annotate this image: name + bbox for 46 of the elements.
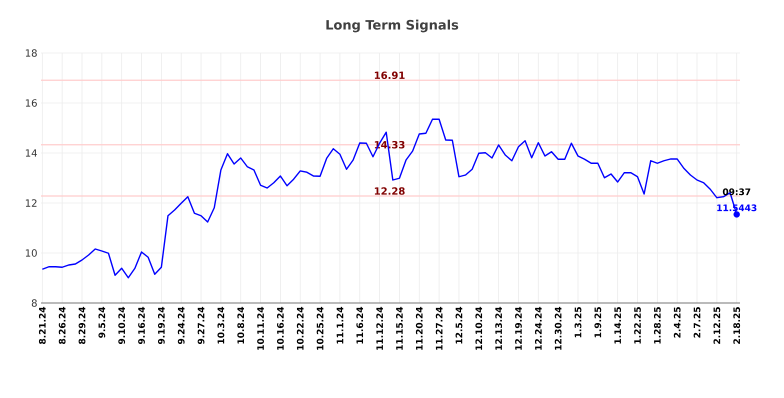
ref-line-label: 16.91 xyxy=(374,72,405,80)
y-tick-label: 8 xyxy=(32,299,37,307)
y-tick-label: 14 xyxy=(26,149,37,157)
x-tick-label: 9.19.24 xyxy=(158,306,165,344)
x-tick-label: 2.12.25 xyxy=(713,307,720,344)
x-tick-label: 9.5.24 xyxy=(98,306,106,338)
x-tick-label: 10.22.24 xyxy=(296,306,304,350)
x-tick-label: 10.16.24 xyxy=(277,306,284,350)
x-tick-label: 2.7.25 xyxy=(694,307,700,338)
x-tick-label: 10.8.24 xyxy=(237,306,244,344)
x-tick-label: 1.9.25 xyxy=(594,307,602,338)
x-tick-label: 9.10.24 xyxy=(118,306,126,344)
x-tick-label: 9.27.24 xyxy=(198,306,204,344)
x-tick-label: 11.20.24 xyxy=(416,306,423,350)
ref-line-label: 12.28 xyxy=(374,187,405,195)
x-tick-label: 1.3.25 xyxy=(574,307,582,338)
x-tick-label: 2.18.25 xyxy=(733,307,740,344)
x-tick-label: 12.30.24 xyxy=(554,306,562,350)
x-tick-label: 12.10.24 xyxy=(475,306,482,350)
annotation: 09:37 xyxy=(722,188,750,196)
x-tick-label: 11.15.24 xyxy=(396,306,403,350)
x-tick-label: 12.19.24 xyxy=(515,306,522,350)
x-tick-label: 9.16.24 xyxy=(138,306,145,344)
y-tick-label: 18 xyxy=(26,49,37,57)
y-tick-label: 10 xyxy=(26,249,37,257)
x-tick-label: 8.29.24 xyxy=(78,306,86,344)
x-tick-label: 10.3.24 xyxy=(217,306,224,344)
x-tick-label: 1.28.25 xyxy=(654,307,661,344)
x-tick-label: 1.14.25 xyxy=(614,307,622,344)
y-tick-label: 12 xyxy=(26,199,36,207)
x-tick-label: 10.11.24 xyxy=(257,306,264,350)
x-tick-label: 11.27.24 xyxy=(436,306,442,350)
x-tick-label: 12.13.24 xyxy=(495,306,502,350)
x-tick-label: 9.24.24 xyxy=(178,306,185,344)
x-tick-label: 10.25.24 xyxy=(316,306,324,350)
y-tick-label: 16 xyxy=(26,99,37,107)
x-tick-label: 11.6.24 xyxy=(356,306,364,344)
x-tick-label: 2.4.25 xyxy=(674,307,681,338)
x-tick-label: 1.22.25 xyxy=(634,307,641,344)
x-tick-label: 8.21.24 xyxy=(38,306,46,344)
x-tick-label: 11.1.24 xyxy=(336,306,344,344)
chart-title: Long Term Signals xyxy=(326,20,458,32)
x-tick-label: 12.5.24 xyxy=(456,306,462,344)
x-tick-label: 11.12.24 xyxy=(376,306,383,350)
x-tick-label: 12.24.24 xyxy=(534,306,542,350)
x-tick-label: 8.26.24 xyxy=(58,306,66,344)
